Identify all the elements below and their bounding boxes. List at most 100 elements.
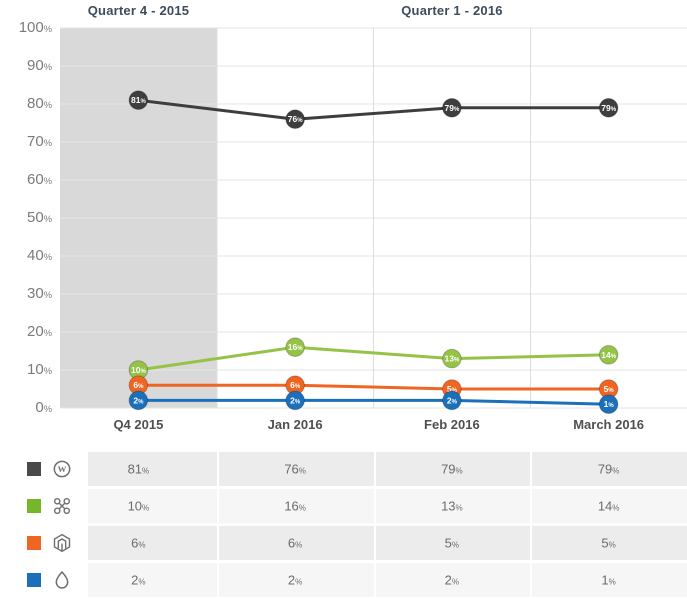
drupal-marker: 2% [128,390,149,411]
y-axis-tick: 20% [0,323,52,342]
table-value-number: 2 [444,572,452,588]
svg-text:10%: 10% [131,365,146,375]
percent-sign: % [43,404,52,414]
y-tick-text: 80 [27,95,44,112]
svg-text:76%: 76% [288,114,303,124]
table-cell-bg [88,452,217,486]
magento-icon [52,533,72,553]
percent-sign: % [298,466,306,476]
header-quarter1-2016: Quarter 1 - 2016 [401,3,503,18]
y-axis-tick: 50% [0,209,52,228]
y-axis-tick: 40% [0,247,52,266]
drupal-marker: 2% [442,390,462,411]
y-tick-text: 30 [27,285,44,302]
y-axis-tick: 80% [0,95,52,114]
svg-text:81%: 81% [131,95,146,105]
y-tick-text: 10 [27,361,44,378]
legend-swatch [27,536,41,550]
drupal-marker: 2% [285,390,305,411]
y-tick-text: 60 [27,171,44,188]
percent-sign: % [455,503,463,513]
percent-sign: % [451,540,460,550]
data-table: W 81% 76% 79% 79% 10% 16% 13% 14% 6% 6% 5% 5% 2% 2% 2% 1… [0,452,687,598]
table-value: 79% [598,462,620,477]
x-axis-label: Q4 2015 [113,417,164,432]
percent-sign: % [43,62,52,72]
svg-text:5%: 5% [447,384,458,394]
percent-sign: % [43,138,52,148]
drupal-icon [52,570,72,590]
percent-sign: % [455,466,463,476]
svg-text:2%: 2% [290,395,301,405]
svg-text:1%: 1% [604,399,615,409]
joomla-line [136,345,611,372]
table-value: 2% [131,573,145,588]
table-value: 16% [284,499,306,514]
svg-text:6%: 6% [133,380,144,390]
percent-sign: % [612,503,620,513]
percent-sign: % [43,214,52,224]
percent-sign: % [608,577,616,587]
joomla-marker: 10% [128,360,149,380]
percent-sign: % [295,540,303,550]
table-value-number: 14 [597,498,613,514]
svg-text:5%: 5% [604,384,615,394]
magento-line [136,383,611,391]
table-value-number: 2 [131,572,139,588]
x-axis-label: Jan 2016 [267,417,323,432]
y-axis-tick: 0% [0,399,52,418]
table-cell-bg [88,563,217,597]
table-value: 6% [131,536,145,551]
plot-area: 81%76%79%79%10%16%13%14%6%6%5%5%2%2%2%1% [60,27,687,415]
table-cell-bg [88,526,217,560]
y-tick-text: 0 [35,399,44,416]
x-axis-label: Feb 2016 [424,417,480,432]
legend-swatch [27,573,41,587]
table-cell-bg [532,526,687,560]
percent-sign: % [43,176,52,186]
table-value: 10% [128,499,150,514]
percent-sign: % [608,540,616,550]
svg-text:2%: 2% [133,395,144,405]
y-axis-tick: 60% [0,171,52,190]
table-row-drupal: 2% 2% 2% 1% [0,563,687,597]
joomla-marker: 13% [442,348,462,369]
table-value: 1% [601,573,615,588]
table-row-wordpress: W 81% 76% 79% 79% [0,452,687,486]
y-tick-text: 20 [27,323,44,340]
percent-sign: % [298,503,306,513]
y-tick-text: 100 [18,19,44,36]
table-value: 2% [445,573,459,588]
table-value: 5% [445,536,459,551]
percent-sign: % [43,252,52,262]
svg-text:79%: 79% [601,103,616,113]
table-value: 2% [288,573,302,588]
y-axis: 0% 10% 20% 30% 40% 50% 60% 70% 80% 90% 100% [0,19,54,416]
wordpress-icon: W [52,459,72,479]
table-cell-bg [375,563,531,597]
svg-text:6%: 6% [290,380,301,390]
percent-sign: % [43,290,52,300]
wordpress-line [136,98,611,121]
wordpress-marker: 79% [598,98,619,118]
joomla-marker: 14% [598,345,619,365]
table-value-number: 13 [441,498,456,514]
wordpress-marker: 79% [442,98,462,118]
table-cell-bg [375,489,531,523]
y-axis-tick: 10% [0,361,52,380]
table-value: 76% [284,462,306,477]
table-row-magento: 6% 6% 5% 5% [0,526,687,560]
table-cell-bg [532,452,687,486]
wordpress-marker: 76% [285,109,305,129]
table-value: 14% [598,499,620,514]
svg-text:16%: 16% [288,342,303,352]
joomla-icon [52,496,72,516]
wordpress-marker: 81% [128,90,149,110]
magento-marker: 6% [128,375,149,396]
table-value: 6% [288,536,302,551]
percent-sign: % [142,466,150,476]
svg-text:2%: 2% [447,395,458,405]
table-value-number: 5 [444,535,452,551]
percent-sign: % [43,366,52,376]
table-value: 5% [601,536,615,551]
